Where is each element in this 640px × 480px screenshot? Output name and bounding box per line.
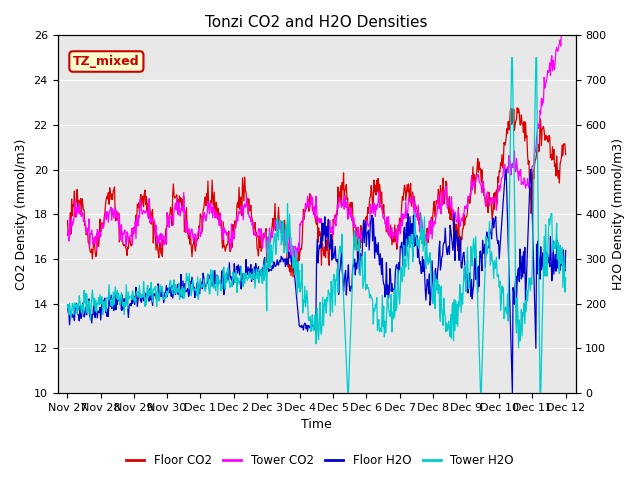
Legend: Floor CO2, Tower CO2, Floor H2O, Tower H2O: Floor CO2, Tower CO2, Floor H2O, Tower H… xyxy=(122,449,518,472)
Title: Tonzi CO2 and H2O Densities: Tonzi CO2 and H2O Densities xyxy=(205,15,428,30)
Text: TZ_mixed: TZ_mixed xyxy=(73,55,140,68)
X-axis label: Time: Time xyxy=(301,419,332,432)
Y-axis label: CO2 Density (mmol/m3): CO2 Density (mmol/m3) xyxy=(15,139,28,290)
Y-axis label: H2O Density (mmol/m3): H2O Density (mmol/m3) xyxy=(612,138,625,290)
